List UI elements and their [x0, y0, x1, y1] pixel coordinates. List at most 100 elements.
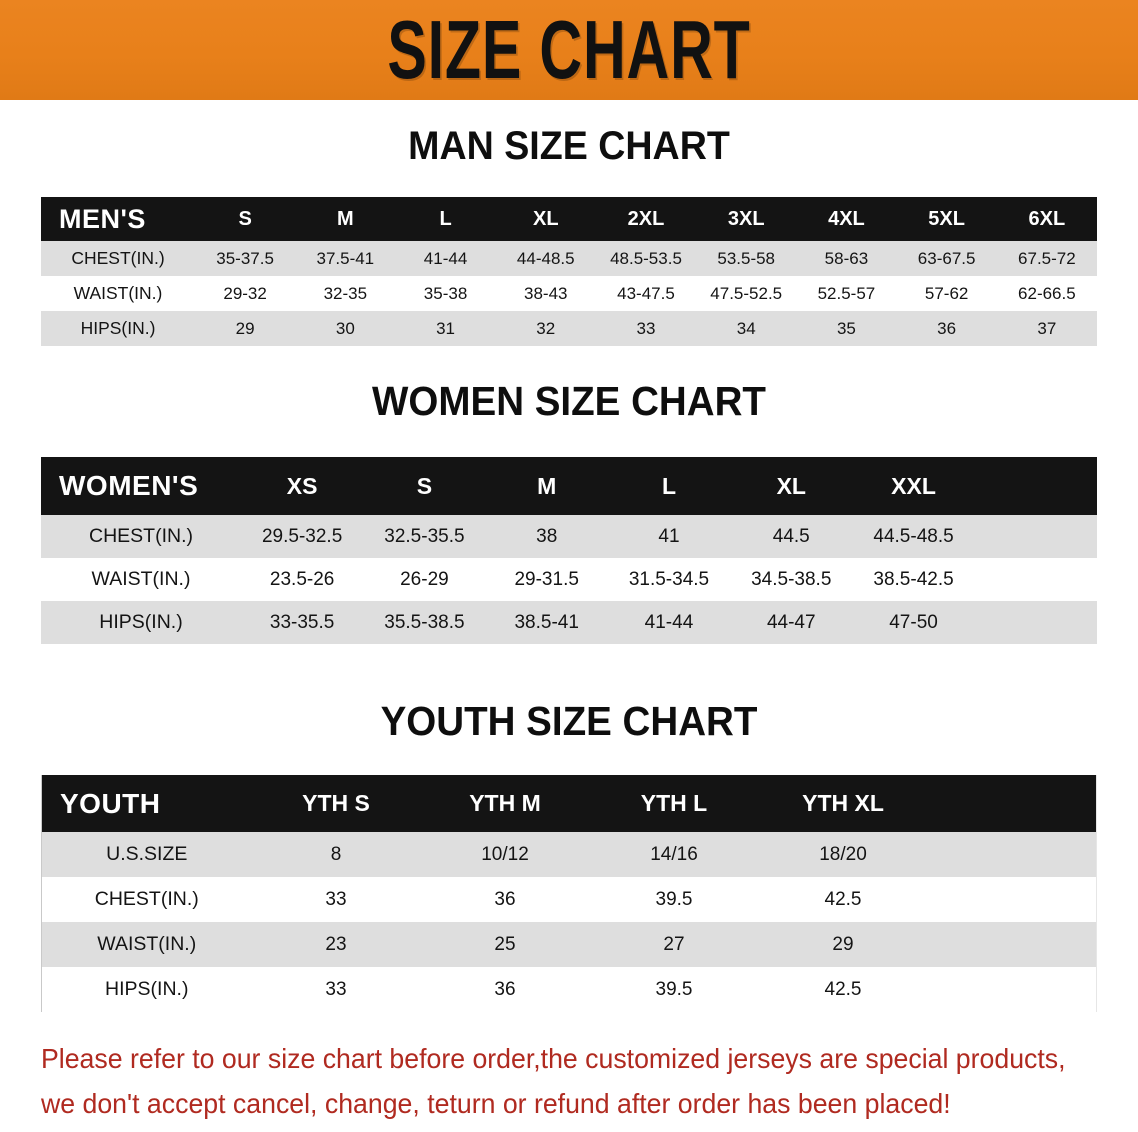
disclaimer-line-1: Please refer to our size chart before or… — [41, 1043, 1066, 1074]
women-cell: 38.5-42.5 — [873, 568, 954, 590]
youth-col-header: YTH S — [302, 790, 370, 816]
disclaimer-line-2: we don't accept cancel, change, teturn o… — [41, 1088, 951, 1119]
men-col-header: 4XL — [828, 207, 865, 230]
youth-corner-label: YOUTH — [60, 787, 161, 819]
youth-cell: 42.5 — [824, 888, 862, 910]
men-row-label: WAIST(IN.) — [73, 283, 163, 303]
table-row: CHEST(IN.) 29.5-32.5 32.5-35.5 38 41 44.… — [41, 515, 1097, 558]
table-row: HIPS(IN.) 33-35.5 35.5-38.5 38.5-41 41-4… — [41, 601, 1097, 644]
women-cell: 38.5-41 — [514, 611, 579, 633]
men-cell: 58-63 — [824, 248, 869, 268]
men-cell: 41-44 — [423, 248, 468, 268]
women-cell: 34.5-38.5 — [751, 568, 832, 590]
youth-row-label: U.S.SIZE — [106, 843, 188, 865]
youth-cell: 39.5 — [655, 978, 693, 1000]
men-cell: 52.5-57 — [817, 283, 876, 303]
banner-title: SIZE CHART — [387, 2, 751, 96]
youth-cell: 27 — [663, 933, 685, 955]
women-cell: 35.5-38.5 — [384, 611, 465, 633]
women-cell: 44.5 — [772, 525, 810, 547]
women-col-header-empty — [975, 457, 1097, 515]
men-table-header-row: MEN'S S M L XL 2XL 3XL 4XL 5XL 6XL — [41, 197, 1097, 241]
women-cell: 31.5-34.5 — [628, 568, 710, 590]
men-col-header: S — [238, 207, 252, 230]
men-col-header: XL — [532, 207, 559, 230]
women-col-header: XXL — [891, 472, 936, 499]
women-col-header: XL — [776, 472, 806, 499]
table-row: CHEST(IN.) 33 36 39.5 42.5 — [41, 877, 1097, 922]
table-row: HIPS(IN.) 33 36 39.5 42.5 — [41, 967, 1097, 1012]
youth-cell: 8 — [330, 843, 342, 865]
men-cell: 53.5-58 — [717, 248, 776, 268]
youth-cell: 23 — [325, 933, 347, 955]
youth-row-label: HIPS(IN.) — [105, 978, 189, 1000]
men-row-label: CHEST(IN.) — [71, 248, 165, 268]
men-cell: 62-66.5 — [1018, 283, 1076, 303]
women-size-table: WOMEN'S XS S M L XL XXL CHEST(IN.) 29.5-… — [41, 457, 1097, 644]
youth-size-table: YOUTH YTH S YTH M YTH L YTH XL U.S.SIZE … — [41, 775, 1097, 1012]
youth-cell: 33 — [325, 978, 347, 1000]
women-col-header: L — [661, 472, 677, 499]
men-col-header: 2XL — [627, 207, 665, 230]
women-corner-label: WOMEN'S — [59, 470, 199, 501]
table-row: WAIST(IN.) 23 25 27 29 — [41, 922, 1097, 967]
women-col-header: S — [416, 472, 433, 499]
women-cell: 29-31.5 — [514, 568, 579, 590]
men-cell: 35 — [836, 318, 856, 338]
women-cell: 44.5-48.5 — [873, 525, 954, 547]
man-section-title: MAN SIZE CHART — [408, 124, 730, 168]
youth-row-label: WAIST(IN.) — [97, 933, 197, 955]
women-table-header-row: WOMEN'S XS S M L XL XXL — [41, 457, 1097, 515]
men-cell: 37.5-41 — [316, 248, 375, 268]
men-cell: 35-38 — [423, 283, 468, 303]
table-row: WAIST(IN.) 23.5-26 26-29 29-31.5 31.5-34… — [41, 558, 1097, 601]
men-cell: 35-37.5 — [216, 248, 274, 268]
women-cell: 41 — [658, 525, 680, 547]
youth-cell: 39.5 — [655, 888, 693, 910]
men-col-header: 5XL — [928, 207, 965, 230]
men-cell: 48.5-53.5 — [610, 248, 682, 268]
women-cell: 44-47 — [766, 611, 816, 633]
youth-cell-empty — [928, 922, 1097, 967]
women-cell: 47-50 — [889, 611, 938, 633]
men-row-label: HIPS(IN.) — [80, 318, 156, 338]
men-cell: 30 — [335, 318, 355, 338]
youth-col-header: YTH M — [469, 790, 541, 816]
men-size-table: MEN'S S M L XL 2XL 3XL 4XL 5XL 6XL CHEST… — [41, 197, 1097, 346]
men-col-header: M — [336, 207, 354, 230]
women-cell: 33-35.5 — [269, 611, 335, 633]
women-row-label: HIPS(IN.) — [99, 611, 183, 633]
men-cell: 67.5-72 — [1018, 248, 1076, 268]
men-cell: 36 — [937, 318, 957, 338]
youth-cell: 36 — [494, 888, 516, 910]
men-col-header: 3XL — [727, 207, 765, 230]
men-cell: 31 — [436, 318, 455, 338]
women-row-label: CHEST(IN.) — [89, 525, 193, 547]
men-col-header: L — [439, 207, 452, 230]
page-banner: SIZE CHART — [0, 0, 1138, 100]
youth-row-label: CHEST(IN.) — [94, 888, 199, 910]
women-cell-empty — [975, 515, 1097, 558]
men-cell: 44-48.5 — [516, 248, 575, 268]
men-cell: 29 — [235, 318, 255, 338]
women-cell: 38 — [536, 525, 558, 547]
youth-col-header-empty — [928, 775, 1097, 832]
women-row-label: WAIST(IN.) — [91, 568, 191, 590]
men-col-header: 6XL — [1028, 207, 1066, 230]
women-cell: 32.5-35.5 — [384, 525, 465, 547]
men-cell: 63-67.5 — [917, 248, 976, 268]
youth-cell-empty — [928, 832, 1097, 877]
men-cell: 57-62 — [924, 283, 969, 303]
women-cell-empty — [975, 558, 1097, 601]
youth-cell-empty — [928, 877, 1097, 922]
table-row: HIPS(IN.) 29 30 31 32 33 34 35 36 37 — [41, 311, 1097, 346]
men-cell: 32-35 — [323, 283, 368, 303]
youth-cell: 18/20 — [819, 843, 867, 865]
youth-section-title: YOUTH SIZE CHART — [380, 698, 758, 744]
youth-cell: 29 — [832, 933, 854, 955]
men-corner-label: MEN'S — [59, 203, 146, 234]
women-cell-empty — [975, 601, 1097, 644]
men-cell: 47.5-52.5 — [710, 283, 783, 303]
men-cell: 34 — [736, 318, 756, 338]
youth-cell: 10/12 — [481, 843, 529, 865]
